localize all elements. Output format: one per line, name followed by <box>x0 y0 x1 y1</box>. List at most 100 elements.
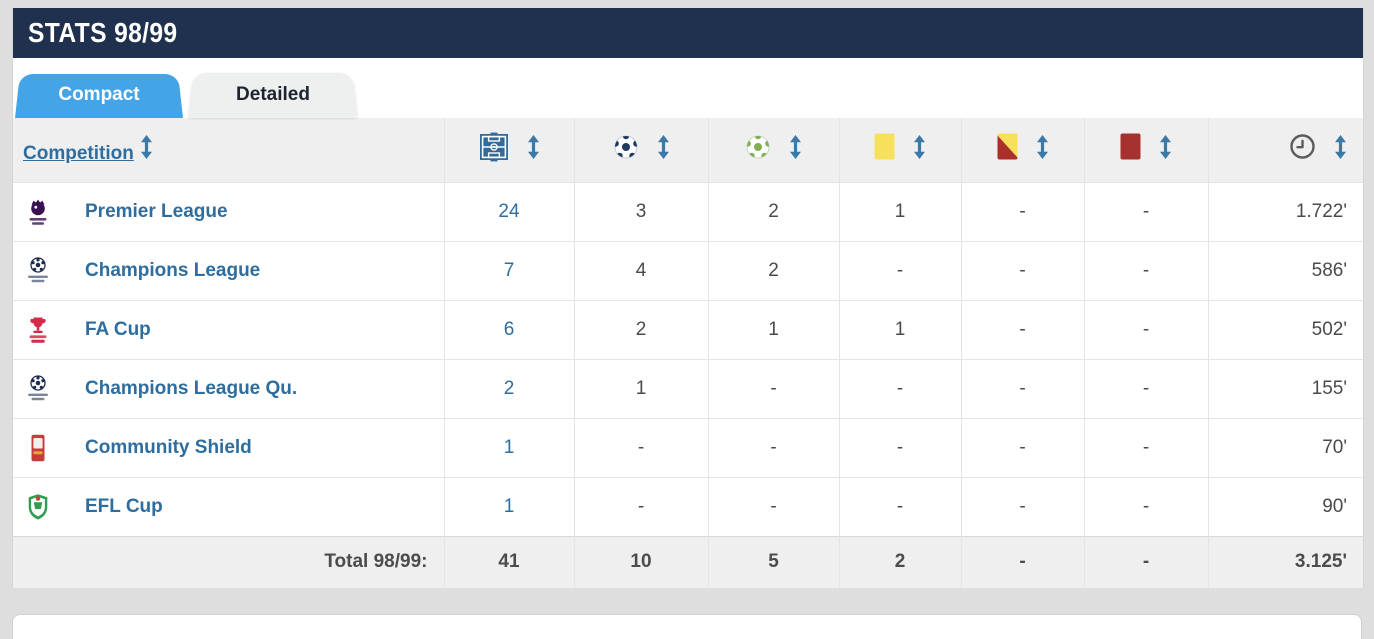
minutes-value: 90' <box>1207 476 1363 536</box>
total-goals: 10 <box>573 535 708 588</box>
column-header-matches[interactable] <box>443 118 574 182</box>
table-row: Champions League Qu. 2 1 - - - - 155' <box>13 358 1363 418</box>
stats-table-body: Premier League 24 3 2 1 - - 1.722' Champ… <box>13 181 1363 536</box>
total-assists: 5 <box>707 535 839 588</box>
competition-link[interactable]: FA Cup <box>85 318 151 340</box>
sort-icon[interactable] <box>527 134 540 159</box>
minutes-value: 155' <box>1207 358 1363 418</box>
table-header-row: Competition <box>13 118 1363 182</box>
community-shield-logo <box>23 434 53 462</box>
yellow-red-cards-value: - <box>960 358 1084 418</box>
red-cards-value: - <box>1083 181 1208 241</box>
yellow-cards-value: - <box>838 240 961 300</box>
matches-value[interactable]: 6 <box>443 299 574 359</box>
yellow-red-cards-value: - <box>960 181 1084 241</box>
table-row: Community Shield 1 - - - - - 70' <box>13 417 1363 477</box>
yellow-card-icon <box>874 133 895 160</box>
matches-value[interactable]: 1 <box>443 476 574 536</box>
sort-icon[interactable] <box>1159 134 1172 159</box>
yellow-cards-value: 1 <box>838 299 961 359</box>
minutes-value: 586' <box>1207 240 1363 300</box>
matches-value[interactable]: 7 <box>443 240 574 300</box>
column-header-yellow-red-cards[interactable] <box>960 118 1084 182</box>
stats-table: Competition <box>13 118 1363 588</box>
yellow-cards-value: - <box>838 358 961 418</box>
column-header-minutes[interactable] <box>1207 118 1363 182</box>
yellow-cards-value: - <box>838 417 961 477</box>
assists-value: 2 <box>707 240 839 300</box>
fa-cup-logo <box>23 316 53 344</box>
column-header-competition[interactable]: Competition <box>13 118 444 182</box>
goals-value: 1 <box>573 358 708 418</box>
yellow-red-cards-value: - <box>960 417 1084 477</box>
competition-link[interactable]: Champions League Qu. <box>85 377 298 399</box>
competition-link[interactable]: Premier League <box>85 200 228 222</box>
red-card-icon <box>1120 133 1141 160</box>
sort-icon[interactable] <box>789 134 802 159</box>
stats-card: STATS 98/99 Compact Detailed Competition <box>12 8 1364 588</box>
sort-icon[interactable] <box>1036 134 1049 159</box>
goals-value: 2 <box>573 299 708 359</box>
goals-value: 4 <box>573 240 708 300</box>
page-title: STATS 98/99 <box>28 17 178 48</box>
yellow-red-cards-value: - <box>960 240 1084 300</box>
sort-icon[interactable] <box>1334 134 1347 159</box>
yellow-cards-value: - <box>838 476 961 536</box>
stats-header-bar: STATS 98/99 <box>13 8 1363 58</box>
competition-link[interactable]: Community Shield <box>85 436 252 458</box>
red-cards-value: - <box>1083 358 1208 418</box>
yellow-red-cards-value: - <box>960 476 1084 536</box>
column-header-red-cards[interactable] <box>1083 118 1208 182</box>
sort-icon[interactable] <box>657 134 670 159</box>
column-header-goals[interactable] <box>573 118 708 182</box>
competition-link[interactable]: EFL Cup <box>85 495 163 517</box>
yellow-red-card-icon <box>997 133 1018 160</box>
goals-value: - <box>573 417 708 477</box>
red-cards-value: - <box>1083 240 1208 300</box>
goals-ball-icon <box>613 134 639 160</box>
yellow-cards-value: 1 <box>838 181 961 241</box>
minutes-value: 502' <box>1207 299 1363 359</box>
tab-compact[interactable]: Compact <box>15 71 183 118</box>
red-cards-value: - <box>1083 476 1208 536</box>
total-yellow-cards: 2 <box>838 535 961 588</box>
table-row: Champions League 7 4 2 - - - 586' <box>13 240 1363 300</box>
red-cards-value: - <box>1083 299 1208 359</box>
total-red-cards: - <box>1083 535 1208 588</box>
matches-value[interactable]: 1 <box>443 417 574 477</box>
premier-league-logo <box>23 198 53 226</box>
total-yellow-red-cards: - <box>960 535 1084 588</box>
champions-league-logo <box>23 256 53 285</box>
matches-value[interactable]: 24 <box>443 181 574 241</box>
table-row: FA Cup 6 2 1 1 - - 502' <box>13 299 1363 359</box>
assists-value: - <box>707 358 839 418</box>
competition-link[interactable]: Champions League <box>85 259 261 281</box>
sort-icon[interactable] <box>140 134 153 159</box>
minutes-value: 1.722' <box>1207 181 1363 241</box>
goals-value: 3 <box>573 181 708 241</box>
total-matches: 41 <box>443 535 574 588</box>
tab-detailed[interactable]: Detailed <box>189 71 357 118</box>
assists-value: 1 <box>707 299 839 359</box>
red-cards-value: - <box>1083 417 1208 477</box>
column-header-yellow-cards[interactable] <box>838 118 961 182</box>
sort-icon[interactable] <box>913 134 926 159</box>
assists-value: - <box>707 417 839 477</box>
assists-value: - <box>707 476 839 536</box>
clock-icon <box>1289 133 1316 160</box>
matches-value[interactable]: 2 <box>443 358 574 418</box>
next-section-panel <box>12 614 1362 639</box>
total-label: Total 98/99: <box>13 535 444 588</box>
minutes-value: 70' <box>1207 417 1363 477</box>
assists-value: 2 <box>707 181 839 241</box>
table-row: EFL Cup 1 - - - - - 90' <box>13 476 1363 536</box>
champions-league-logo <box>23 374 53 403</box>
table-total-row: Total 98/99: 41 10 5 2 - - 3.125' <box>13 535 1363 588</box>
total-minutes: 3.125' <box>1207 535 1363 588</box>
view-tabs: Compact Detailed <box>13 58 1363 118</box>
pitch-icon <box>479 132 509 162</box>
table-row: Premier League 24 3 2 1 - - 1.722' <box>13 181 1363 241</box>
column-header-assists[interactable] <box>707 118 839 182</box>
goals-value: - <box>573 476 708 536</box>
efl-cup-logo <box>23 493 53 521</box>
